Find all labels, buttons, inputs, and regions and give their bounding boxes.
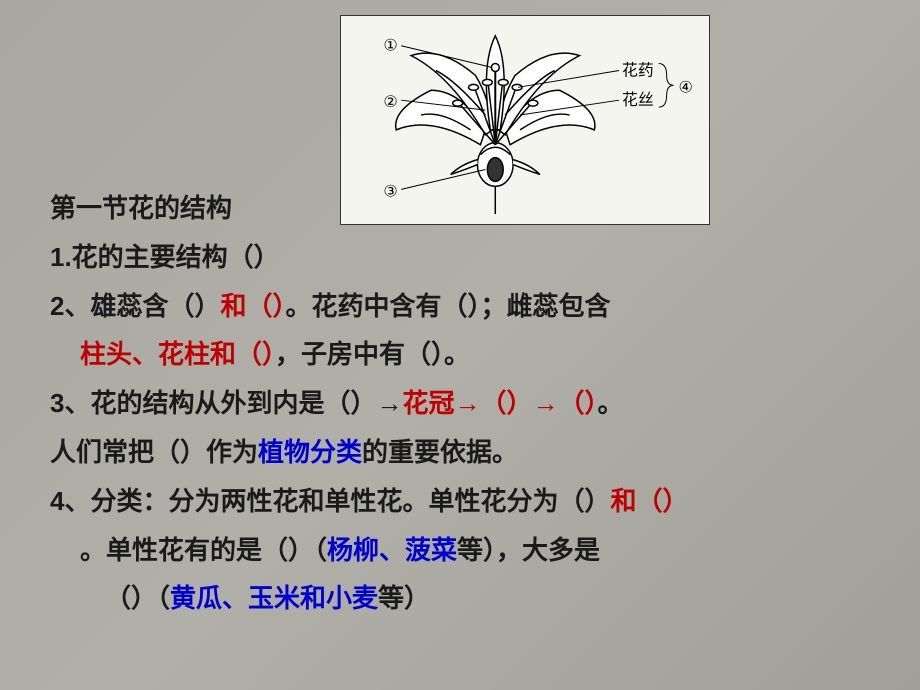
section-title: 第一节花的结构 [50,185,900,232]
diagram-label-filament: 花丝 [622,91,654,109]
line-2-cont: 柱头、花柱和（），子房中有（）。 [50,331,900,378]
text-2a: 2、雄蕊含（） [50,291,220,321]
text-3g: 的重要依据。 [362,437,518,467]
line-4-cont2: （）（黄瓜、玉米和小麦等） [50,575,900,622]
text-4c: 。单性花有的是（）（ [80,535,327,565]
line-4-cont1: 。单性花有的是（）（杨柳、菠菜等），大多是 [50,527,900,574]
text-4f: （）（ [105,583,170,613]
text-4g: 黄瓜、玉米和小麦 [170,583,378,613]
slide-container: ① ② ③ ④ 花药 花丝 第一节花的结构 1.花的主要结构（） 2、雄蕊含（）… [0,0,920,690]
text-2d: 柱头、花柱和（） [80,339,275,369]
diagram-label-1: ① [383,38,397,55]
text-3d: 。 [598,388,624,418]
content-area: 第一节花的结构 1.花的主要结构（） 2、雄蕊含（）和（）。花药中含有（）；雌蕊… [50,185,900,624]
text-4a: 4、分类：分为两性花和单性花。单性花分为（） [50,486,610,516]
text-4b: 和（） [610,486,688,516]
text-3b: 花冠 [402,388,454,418]
line-2: 2、雄蕊含（）和（）。花药中含有（）；雌蕊包含 [50,283,900,330]
text-3c: →（）→（） [454,388,597,418]
diagram-label-4: ④ [679,79,693,96]
text-2c: 。花药中含有（）；雌蕊包含 [285,291,610,321]
text-4e: 等），大多是 [457,535,600,565]
line-1: 1.花的主要结构（） [50,234,900,281]
line-3b: 人们常把（）作为植物分类的重要依据。 [50,429,900,476]
diagram-label-2: ② [383,94,397,111]
text-1a: 1.花的主要结构（） [50,242,280,272]
text-2b: 和（） [220,291,285,321]
text-3f: 植物分类 [258,437,362,467]
text-3a: 3、花的结构从外到内是（）→ [50,388,402,418]
diagram-label-anther: 花药 [622,61,654,79]
text-3e: 人们常把（）作为 [50,437,258,467]
line-4: 4、分类：分为两性花和单性花。单性花分为（）和（） [50,478,900,525]
text-4d: 杨柳、菠菜 [327,535,457,565]
text-4h: 等） [378,583,430,613]
text-2e: ，子房中有（）。 [275,339,470,369]
line-3: 3、花的结构从外到内是（）→花冠→（）→（）。 [50,380,900,427]
